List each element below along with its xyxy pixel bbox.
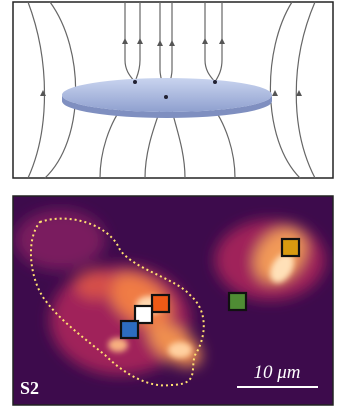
marker: [121, 321, 138, 338]
scale-label: 10 μm: [253, 362, 300, 383]
disk: [62, 78, 272, 112]
blob: [75, 271, 115, 299]
marker: [152, 295, 169, 312]
panel-label: S2: [20, 378, 39, 398]
peak: [168, 342, 192, 358]
spot: [164, 95, 168, 99]
spot: [213, 80, 217, 84]
peak: [108, 338, 128, 352]
marker: [229, 293, 246, 310]
marker: [282, 239, 299, 256]
spot: [133, 80, 137, 84]
figure: 10 μm S2: [0, 0, 338, 408]
